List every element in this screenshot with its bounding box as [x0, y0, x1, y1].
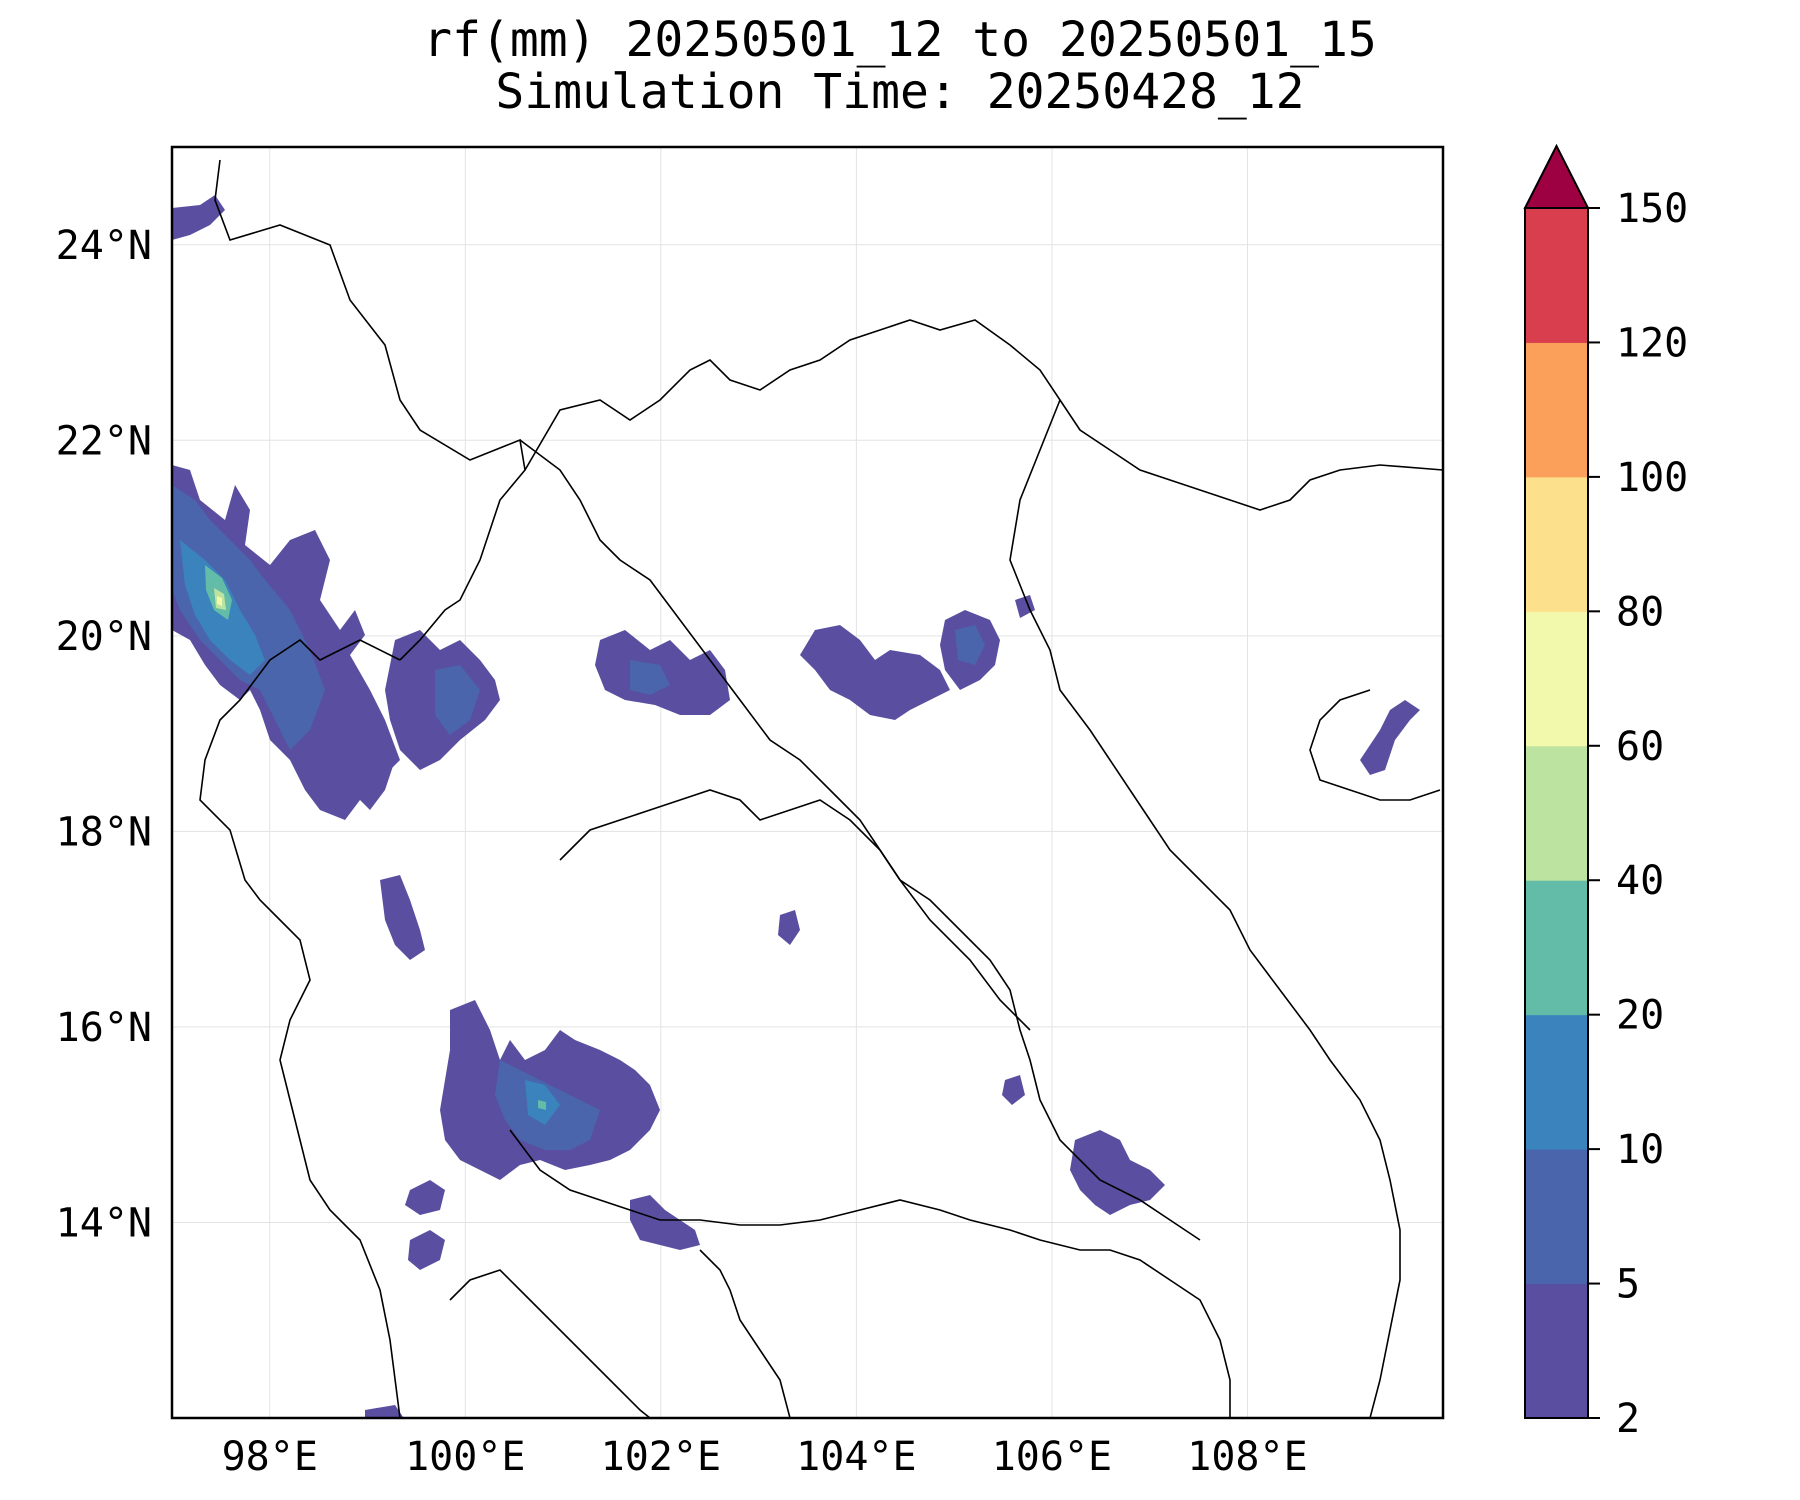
rain-region-ne	[1015, 595, 1035, 618]
rain-region-coast-s	[365, 1405, 404, 1418]
plot-frame	[170, 145, 1445, 1420]
colorbar-band	[1525, 1283, 1588, 1419]
rain-region-laos-s	[778, 910, 800, 945]
rain-region-s5	[408, 1230, 445, 1270]
x-tick-label: 108°E	[1187, 1434, 1307, 1480]
rainfall-layer	[172, 195, 1420, 1418]
colorbar-tick-label: 80	[1616, 589, 1664, 635]
colorbar-tick-label: 2	[1616, 1396, 1640, 1442]
x-tick-label: 102°E	[601, 1434, 721, 1480]
rain-region-c1b	[435, 665, 480, 735]
y-axis-ticks: 24°N 22°N 20°N 18°N 16°N 14°N	[56, 223, 152, 1247]
map-title: rf(mm) 20250501_12 to 20250501_15	[423, 12, 1377, 68]
y-tick-label: 14°N	[56, 1200, 152, 1246]
y-tick-label: 20°N	[56, 614, 152, 660]
colorbar-band	[1525, 342, 1588, 478]
colorbar-tick-label: 100	[1616, 455, 1688, 501]
colorbar: 2 5 10 20 40 60 80 100 120 150	[1523, 143, 1688, 1442]
colorbar-tick-label: 120	[1616, 320, 1688, 366]
rain-region-nw-lobe	[345, 730, 395, 810]
colorbar-extend-arrow	[1523, 143, 1590, 209]
rain-region-c2b	[630, 660, 670, 695]
map-subtitle: Simulation Time: 20250428_12	[495, 64, 1305, 120]
colorbar-band	[1525, 745, 1588, 881]
colorbar-tick-label: 60	[1616, 724, 1664, 770]
colorbar-frame	[1524, 207, 1589, 1419]
y-tick-label: 24°N	[56, 223, 152, 269]
rain-region-s3	[630, 1195, 700, 1250]
rain-region-s4	[405, 1180, 445, 1215]
rain-region-c4b	[955, 625, 985, 665]
colorbar-band	[1525, 1149, 1588, 1285]
colorbar-band	[1525, 611, 1588, 747]
colorbar-band	[1525, 476, 1588, 612]
rain-region-north	[172, 195, 225, 240]
y-tick-label: 22°N	[56, 418, 152, 464]
colorbar-band	[1525, 1014, 1588, 1150]
gridlines	[172, 147, 1443, 1418]
colorbar-tick-label: 20	[1616, 993, 1664, 1039]
y-tick-label: 16°N	[56, 1005, 152, 1051]
x-tick-label: 106°E	[992, 1434, 1112, 1480]
rain-region-c3	[800, 625, 950, 720]
rain-region-se1	[1070, 1130, 1165, 1215]
border-lines	[199, 159, 1443, 1418]
colorbar-band	[1525, 880, 1588, 1016]
colorbar-band	[1525, 208, 1588, 343]
x-axis-ticks: 98°E 100°E 102°E 104°E 106°E 108°E	[222, 1434, 1308, 1480]
colorbar-tick-label: 10	[1616, 1127, 1664, 1173]
rain-region-s2d	[538, 1100, 546, 1110]
rain-region-cambodia-n	[1002, 1075, 1025, 1105]
y-tick-label: 18°N	[56, 809, 152, 855]
x-tick-label: 100°E	[405, 1434, 525, 1480]
colorbar-tick-label: 40	[1616, 858, 1664, 904]
rain-region-hainan	[1360, 700, 1420, 775]
x-tick-label: 98°E	[222, 1434, 318, 1480]
colorbar-tick-label: 150	[1616, 186, 1688, 232]
colorbar-tick-label: 5	[1616, 1262, 1640, 1308]
rain-region-nw-2	[172, 485, 325, 750]
rain-region-s1	[380, 875, 425, 960]
x-tick-label: 104°E	[796, 1434, 916, 1480]
rain-region-nw-6	[217, 596, 222, 606]
